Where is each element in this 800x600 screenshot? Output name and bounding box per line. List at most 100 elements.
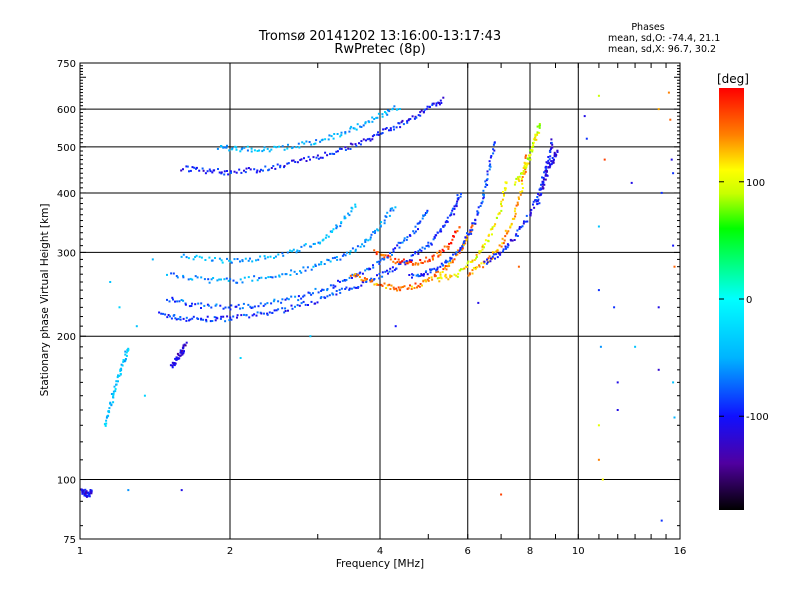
data-point: [373, 231, 375, 233]
data-point: [303, 244, 306, 247]
data-point: [504, 181, 507, 184]
data-point: [378, 272, 381, 275]
data-point: [459, 269, 462, 272]
data-point: [399, 261, 402, 264]
data-point: [85, 490, 88, 493]
data-point: [222, 315, 225, 318]
data-point: [401, 260, 404, 263]
data-point: [381, 285, 384, 287]
data-point: [477, 211, 480, 214]
data-point: [300, 245, 303, 248]
data-point: [270, 302, 273, 305]
data-point: [372, 266, 375, 269]
data-point: [464, 242, 467, 245]
data-point: [376, 261, 379, 264]
data-point: [419, 275, 422, 277]
data-point: [204, 259, 207, 261]
data-point: [672, 244, 675, 247]
data-point: [318, 263, 320, 266]
data-point: [488, 233, 491, 236]
data-point: [339, 258, 342, 261]
data-point: [339, 225, 342, 228]
data-point: [241, 260, 244, 263]
data-point: [286, 162, 289, 165]
data-point: [255, 259, 257, 262]
data-point: [442, 264, 444, 267]
data-point: [358, 142, 360, 145]
data-point: [268, 168, 271, 171]
data-point: [299, 270, 301, 273]
data-point: [355, 275, 358, 277]
data-point: [466, 232, 468, 235]
data-point: [518, 227, 521, 230]
data-point: [529, 214, 532, 217]
data-point: [545, 170, 548, 173]
data-point: [319, 156, 322, 159]
x-tick-label: 2: [227, 546, 233, 557]
data-point: [333, 153, 336, 155]
data-point: [423, 247, 426, 250]
data-point: [277, 300, 280, 303]
data-point: [543, 183, 546, 186]
data-point: [357, 286, 360, 288]
data-point: [487, 239, 490, 242]
data-point: [368, 121, 371, 124]
data-point: [385, 112, 388, 115]
data-point: [354, 205, 357, 208]
data-point: [356, 245, 359, 248]
data-point: [401, 241, 404, 244]
data-point: [200, 276, 203, 279]
data-point: [335, 150, 338, 153]
data-point: [444, 221, 447, 224]
data-point: [310, 300, 313, 303]
data-point: [343, 215, 346, 218]
data-point: [460, 249, 463, 251]
data-point: [514, 207, 517, 210]
data-point: [376, 133, 379, 136]
data-point: [295, 251, 298, 254]
data-point: [289, 274, 292, 276]
phase-stats-heading: Phases: [631, 22, 664, 33]
data-point: [435, 269, 438, 272]
data-point: [597, 225, 600, 228]
data-point: [444, 275, 447, 278]
data-point: [424, 212, 427, 214]
data-point: [447, 248, 450, 250]
data-point: [384, 111, 386, 113]
data-point: [412, 274, 415, 277]
data-point: [545, 161, 548, 164]
data-point: [291, 146, 294, 149]
data-point: [375, 251, 378, 254]
data-point: [180, 255, 183, 258]
data-point: [384, 215, 387, 218]
data-point: [251, 314, 254, 317]
data-point: [104, 422, 107, 425]
data-point: [336, 133, 339, 135]
data-point: [377, 260, 380, 263]
data-point: [411, 273, 414, 276]
data-point: [236, 314, 239, 317]
data-point: [286, 297, 288, 300]
data-point: [425, 256, 428, 259]
data-point: [507, 230, 510, 233]
data-point: [109, 281, 112, 283]
data-point: [520, 172, 523, 174]
data-point: [287, 309, 289, 312]
data-point: [510, 222, 513, 225]
data-point: [444, 273, 447, 276]
data-point: [109, 401, 112, 404]
data-point: [480, 202, 483, 205]
data-point: [539, 187, 542, 190]
data-point: [180, 489, 183, 492]
data-point: [151, 258, 154, 261]
data-point: [529, 158, 532, 161]
data-point: [526, 220, 529, 223]
data-point: [177, 354, 180, 357]
data-point: [383, 222, 386, 225]
data-point: [392, 286, 395, 289]
data-point: [249, 305, 252, 308]
data-point: [213, 316, 216, 319]
data-point: [371, 120, 374, 123]
data-point: [332, 293, 335, 296]
data-point: [247, 259, 250, 262]
